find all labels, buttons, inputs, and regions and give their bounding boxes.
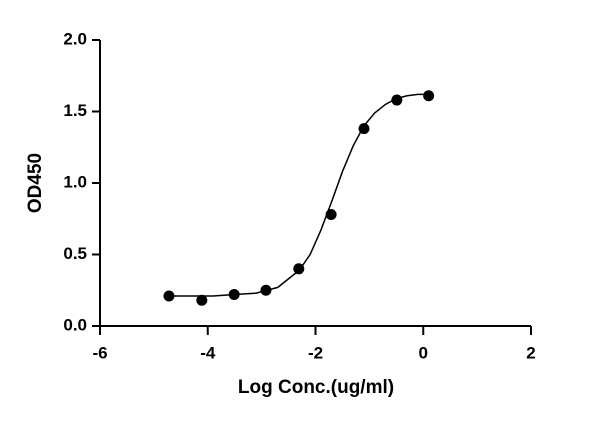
y-tick-label: 1.5 <box>63 101 87 120</box>
x-tick-label: 2 <box>526 343 535 362</box>
data-point <box>423 90 435 102</box>
x-axis-title: Log Conc.(ug/ml) <box>238 377 394 398</box>
data-point <box>196 294 208 306</box>
y-tick-label: 1.0 <box>63 172 87 191</box>
fit-curve <box>170 93 429 297</box>
y-tick-label: 0.5 <box>63 244 87 263</box>
y-tick-label: 2.0 <box>63 29 87 48</box>
y-tick-label: 0.0 <box>63 315 87 334</box>
x-tick-label: 0 <box>419 343 428 362</box>
data-point <box>163 290 175 302</box>
y-axis-title: OD450 <box>25 153 46 213</box>
x-tick-label: -4 <box>200 343 216 362</box>
x-tick-label: -6 <box>92 343 107 362</box>
x-tick-label: -2 <box>308 343 323 362</box>
